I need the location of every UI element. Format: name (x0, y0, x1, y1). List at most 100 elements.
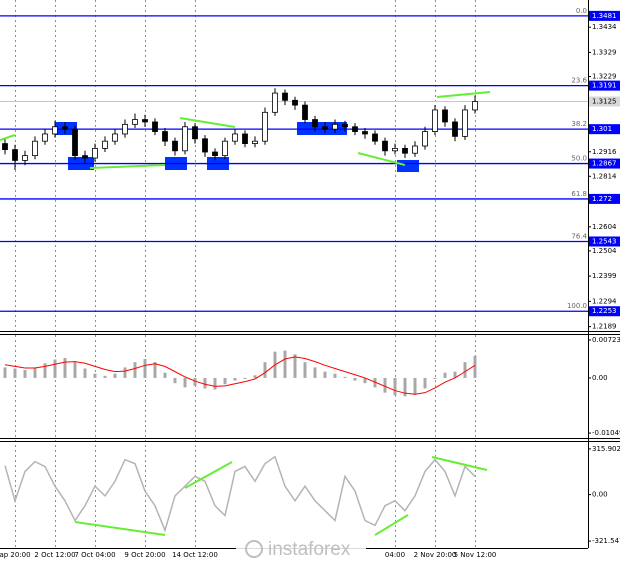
candle-body (132, 119, 138, 125)
fib-level-label: 0.0 (576, 7, 587, 15)
macd-bar (113, 373, 117, 378)
macd-bar (23, 370, 27, 378)
trend-line (0, 134, 16, 141)
macd-bar (163, 372, 167, 378)
x-tick-label: 2 Oct 12:00 (34, 551, 75, 559)
candle-body (232, 133, 238, 142)
fib-level-label: 76.4 (571, 232, 587, 240)
candle-body (222, 140, 228, 157)
macd-bar (363, 377, 367, 384)
candle-body (2, 143, 8, 151)
candle-body (362, 131, 368, 135)
macd-bar (153, 362, 157, 378)
watermark-text: instaforex (268, 539, 351, 560)
candle-body (72, 128, 78, 157)
y-tick-label: 1.2189 (592, 323, 617, 331)
candle-body (242, 133, 248, 144)
zone-box (397, 160, 419, 172)
macd-bar (133, 362, 137, 378)
y-tick-label: 315.9023 (592, 445, 620, 453)
y-tick-label: 1.3434 (592, 23, 617, 31)
last-price-label: 1.3125 (592, 98, 617, 106)
candle-body (472, 101, 478, 111)
candle-body (122, 123, 128, 135)
candle-body (372, 133, 378, 142)
macd-bar (323, 371, 327, 378)
signal-line (4, 356, 476, 395)
macd-bar (103, 375, 107, 378)
fib-price-label: 1.2543 (592, 237, 617, 245)
macd-bar (173, 377, 177, 384)
trend-lines (0, 91, 491, 536)
macd-bar (343, 376, 347, 378)
watermark-icon (245, 540, 263, 558)
y-tick-label: 1.2294 (592, 297, 617, 305)
y-tick-label: -321.547 (592, 537, 620, 545)
macd-bar (283, 350, 287, 378)
candle-body (302, 104, 308, 120)
macd-bar (313, 367, 317, 378)
macd-bar (403, 377, 407, 397)
candle-body (102, 140, 108, 149)
fib-price-box (589, 10, 620, 21)
candle-body (452, 121, 458, 137)
fib-price-label: 1.272 (592, 195, 612, 203)
candle-body (52, 126, 58, 135)
cci-line (4, 455, 476, 533)
candle-body (332, 123, 338, 130)
zone-box (297, 122, 347, 135)
fib-price-box (589, 124, 620, 135)
grid (15, 0, 476, 548)
candle-body (152, 121, 158, 132)
fib-price-label: 1.3191 (592, 82, 617, 90)
macd-bar (353, 377, 357, 381)
candle-body (402, 148, 408, 154)
y-tick-label: 1.2399 (592, 272, 617, 280)
macd-bar (293, 354, 297, 378)
candle-body (32, 140, 38, 157)
macd-bar (243, 377, 247, 379)
candle-body (312, 119, 318, 128)
candle-body (182, 126, 188, 152)
candle-body (22, 155, 28, 161)
x-tick-label: ap 20:00 (0, 551, 31, 559)
y-tick-label: 0.00723 (592, 336, 620, 344)
macd-bar (3, 367, 7, 378)
fib-level-label: 100.0 (567, 302, 587, 310)
fib-price-box (589, 158, 620, 169)
last-price-box (589, 96, 620, 107)
candle-body (252, 140, 258, 144)
candle-body (412, 145, 418, 154)
macd-bar (223, 377, 227, 385)
macd-bar (73, 362, 77, 378)
candle-body (432, 109, 438, 132)
trend-line (374, 514, 409, 536)
macd-bar (263, 362, 267, 378)
candle-body (42, 133, 48, 142)
x-tick-label: 2 Nov 20:00 (414, 551, 457, 559)
y-tick-label: 1.2916 (592, 148, 617, 156)
macd-bar (423, 377, 427, 389)
macd-bar (93, 373, 97, 378)
macd-bar (443, 372, 447, 378)
candle-body (202, 138, 208, 153)
candle-body (422, 131, 428, 147)
candle-body (82, 155, 88, 159)
macd-bar (63, 357, 67, 378)
x-tick-label: 04:00 (385, 551, 405, 559)
candle-body (282, 92, 288, 101)
x-tick-label: 9 Oct 20:00 (124, 551, 165, 559)
macd-bar (13, 368, 17, 378)
trend-line (436, 91, 491, 98)
macd-bar (253, 375, 257, 378)
fib-level-label: 61.8 (571, 190, 587, 198)
y-tick-label: 1.2814 (592, 172, 617, 180)
trend-line (89, 164, 166, 169)
candle-body (272, 92, 278, 113)
trend-line (357, 152, 406, 166)
trend-line (179, 117, 236, 128)
candle-body (172, 140, 178, 152)
